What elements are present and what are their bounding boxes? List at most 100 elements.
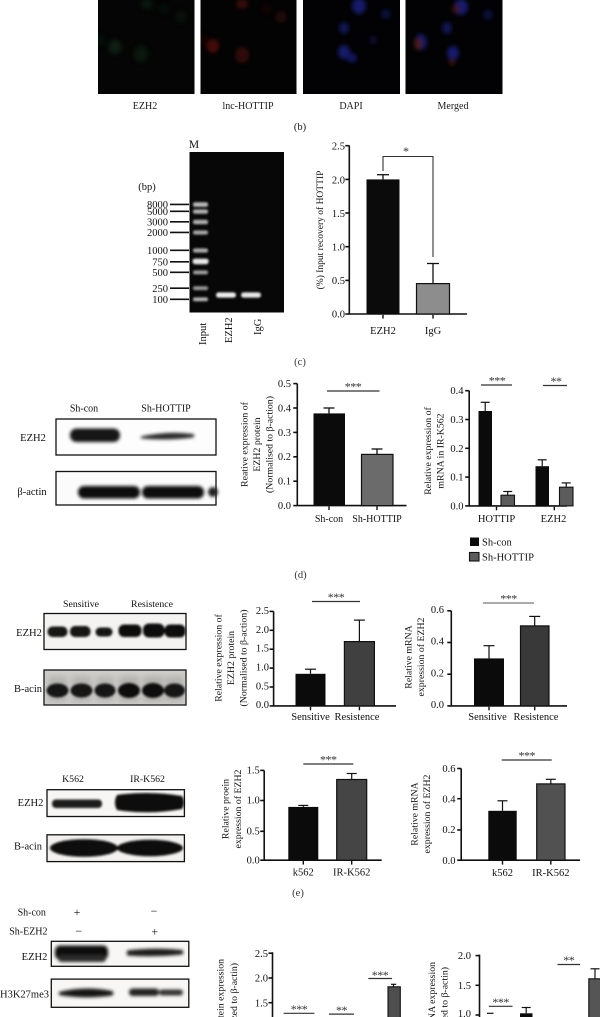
svg-text:0.0: 0.0 [442,856,455,867]
svg-text:EZH2: EZH2 [541,514,567,525]
svg-text:1.0: 1.0 [247,796,260,807]
svg-text:Relative mRNA: Relative mRNA [404,625,415,688]
svg-text:EZH2: EZH2 [18,798,44,809]
svg-text:1000: 1000 [147,246,168,257]
svg-text:500: 500 [152,268,168,279]
svg-text:*: * [403,144,409,158]
svg-text:Relative expression of: Relative expression of [214,613,225,701]
svg-text:IgG: IgG [253,318,264,335]
svg-text:+: + [151,925,158,939]
svg-text:Sensitive: Sensitive [468,712,507,723]
svg-text:Sensitive: Sensitive [63,599,100,610]
svg-text:Sh-con: Sh-con [70,404,98,415]
svg-text:0.0: 0.0 [278,501,291,512]
svg-text:B-acin: B-acin [14,684,43,695]
svg-text:2000: 2000 [147,228,168,239]
svg-text:(b): (b) [294,122,307,133]
svg-text:0.3: 0.3 [278,428,291,439]
svg-text:***: *** [320,753,337,767]
svg-text:(c): (c) [294,357,306,368]
svg-text:2.0: 2.0 [332,176,345,187]
svg-text:0.0: 0.0 [247,855,260,866]
svg-text:0.2: 0.2 [442,825,455,836]
svg-text:Resistence: Resistence [514,712,559,723]
svg-text:0.3: 0.3 [450,415,463,426]
svg-text:HOTTIP: HOTTIP [478,514,515,525]
svg-text:B-acin: B-acin [14,842,43,853]
svg-text:5000: 5000 [147,207,168,218]
svg-text:(%) Input recovery of HOTTIP: (%) Input recovery of HOTTIP [315,171,326,290]
svg-text:(d): (d) [294,570,307,581]
svg-text:0.2: 0.2 [450,444,463,455]
svg-text:***: *** [492,995,509,1009]
svg-text:mRNA in IR-K562: mRNA in IR-K562 [436,413,447,488]
svg-text:2.0: 2.0 [256,625,269,636]
svg-text:Relative mRNA expression: Relative mRNA expression [427,962,438,1017]
svg-text:Sh-con: Sh-con [482,538,512,549]
svg-text:DAPI: DAPI [339,101,362,112]
svg-text:***: *** [500,592,517,606]
svg-text:Input: Input [198,323,209,345]
svg-text:IR-K562: IR-K562 [532,868,569,879]
svg-text:2.5: 2.5 [255,949,268,960]
svg-text:IR-K562: IR-K562 [333,868,370,879]
svg-text:Resistence: Resistence [335,712,380,723]
svg-text:0.4: 0.4 [442,795,456,806]
svg-text:0.2: 0.2 [431,668,444,679]
svg-text:0.2: 0.2 [278,452,291,463]
svg-text:0.0: 0.0 [450,501,463,512]
svg-text:Relative protein expression: Relative protein expression [216,959,227,1017]
svg-text:Relative mRNA: Relative mRNA [410,782,421,845]
svg-text:Sh-HOTTIP: Sh-HOTTIP [352,514,402,525]
svg-text:0.6: 0.6 [431,605,444,616]
svg-text:**: ** [551,374,563,388]
svg-text:1.5: 1.5 [247,766,260,777]
svg-text:***: *** [328,590,345,604]
svg-text:1.5: 1.5 [255,998,268,1009]
svg-text:EZH2: EZH2 [20,433,46,444]
svg-text:0.5: 0.5 [256,681,269,692]
svg-text:***: *** [518,749,535,763]
svg-text:1.5: 1.5 [332,209,345,220]
svg-text:Relative proein: Relative proein [221,779,232,839]
svg-text:2.5: 2.5 [332,142,345,153]
svg-text:Sh-con: Sh-con [315,514,343,525]
svg-text:1.0: 1.0 [256,663,269,674]
svg-text:0.0: 0.0 [332,310,345,321]
svg-text:(Normalised to β-action): (Normalised to β-action) [265,396,276,493]
svg-text:1.0: 1.0 [332,243,345,254]
svg-text:(bp): (bp) [138,182,156,193]
svg-text:1.5: 1.5 [256,644,269,655]
svg-text:Relative expression of: Relative expression of [423,406,434,494]
svg-text:Sh-HOTTIP: Sh-HOTTIP [482,553,534,564]
svg-text:3000: 3000 [147,218,168,229]
svg-text:2.5: 2.5 [256,606,269,617]
svg-text:expression of EZH2: expression of EZH2 [422,774,433,853]
svg-text:H3K27me3: H3K27me3 [0,990,49,1001]
svg-text:expression of EZH2: expression of EZH2 [416,617,427,696]
svg-text:(Normalised to β-action): (Normalised to β-action) [239,610,250,707]
svg-text:k562: k562 [293,868,314,879]
svg-text:β-actin: β-actin [17,487,47,498]
svg-text:EZH2: EZH2 [22,952,48,963]
svg-text:Resistence: Resistence [131,599,174,610]
svg-text:0.0: 0.0 [256,700,269,711]
svg-text:−: − [151,904,158,918]
svg-text:1.5: 1.5 [458,981,471,992]
svg-text:0.1: 0.1 [278,477,291,488]
svg-text:Merged: Merged [438,101,469,112]
svg-text:EZH2: EZH2 [370,326,396,337]
svg-text:EZH2: EZH2 [16,628,42,639]
svg-text:Sensitive: Sensitive [291,712,330,723]
svg-text:2.0: 2.0 [458,951,471,962]
svg-text:0.4: 0.4 [278,403,292,414]
svg-text:1.0: 1.0 [458,1009,471,1017]
svg-text:(e): (e) [292,888,304,899]
svg-text:100: 100 [152,295,168,306]
svg-text:0.6: 0.6 [442,764,455,775]
svg-text:IgG: IgG [425,326,442,337]
svg-text:0.5: 0.5 [278,379,291,390]
svg-text:EZH2: EZH2 [133,101,157,112]
svg-text:Reative expression of: Reative expression of [240,401,251,487]
svg-text:(Normalized to β-actin): (Normalized to β-actin) [229,963,240,1017]
